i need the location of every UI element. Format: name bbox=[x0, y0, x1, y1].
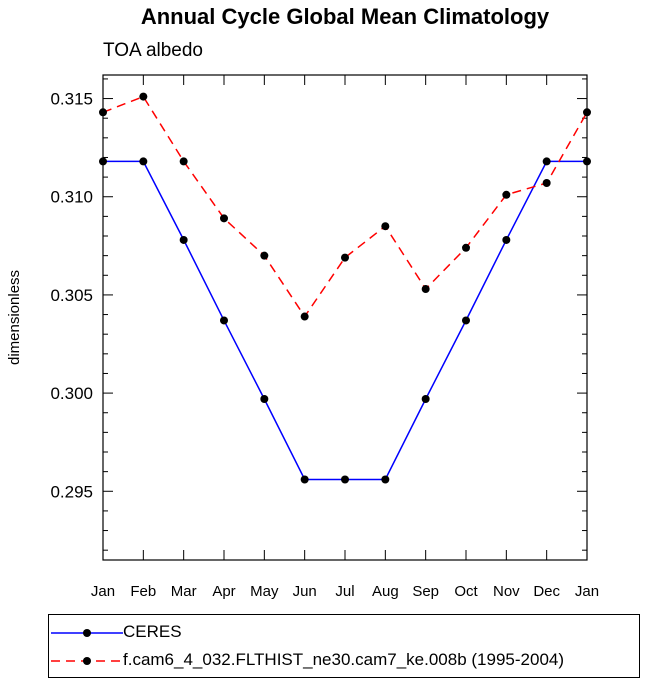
series-0-point bbox=[300, 475, 309, 484]
legend-marker-model bbox=[83, 657, 91, 665]
y-tick-label: 0.310 bbox=[50, 188, 93, 207]
x-tick-label: Nov bbox=[493, 583, 520, 600]
series-0-point bbox=[381, 475, 390, 484]
series-1-point bbox=[341, 253, 349, 262]
series-1-point bbox=[260, 251, 269, 260]
series-0-point bbox=[341, 475, 349, 484]
series-0-point bbox=[260, 394, 269, 403]
legend: CERES f.cam6_4_032.FLTHIST_ne30.cam7_ke.… bbox=[48, 614, 640, 678]
series-1-point bbox=[99, 108, 107, 117]
series-0-point bbox=[462, 316, 470, 325]
series-0-point bbox=[502, 235, 511, 244]
y-tick-label: 0.305 bbox=[50, 286, 93, 305]
series-0-point bbox=[139, 157, 148, 166]
legend-item-ceres: CERES bbox=[49, 621, 639, 645]
x-tick-label: Sep bbox=[412, 583, 439, 600]
y-tick-label: 0.300 bbox=[50, 384, 93, 403]
series-1-point bbox=[542, 178, 551, 187]
series-0-point bbox=[179, 235, 188, 244]
series-1-point bbox=[462, 243, 470, 252]
y-tick-label: 0.315 bbox=[50, 90, 93, 109]
x-tick-label: Jan bbox=[91, 583, 115, 600]
x-tick-label: Apr bbox=[212, 583, 235, 600]
chart-subtitle: TOA albedo bbox=[103, 40, 204, 61]
series-1-point bbox=[502, 190, 511, 199]
series-0-point bbox=[421, 394, 430, 403]
x-tick-label: Jan bbox=[575, 583, 599, 600]
series-line-1 bbox=[102, 95, 588, 318]
plot-frame bbox=[102, 74, 588, 561]
series-1-point bbox=[381, 222, 390, 231]
legend-label-ceres: CERES bbox=[123, 622, 182, 641]
series-0-point bbox=[99, 157, 107, 166]
x-tick-label: Aug bbox=[372, 583, 399, 600]
series-1-point bbox=[179, 157, 188, 166]
series-1-point bbox=[421, 285, 430, 294]
series-1-point bbox=[300, 312, 309, 321]
series-0-point bbox=[542, 157, 551, 166]
chart-title: Annual Cycle Global Mean Climatology bbox=[140, 4, 550, 29]
series-1-point bbox=[139, 92, 148, 101]
series-1-point bbox=[220, 214, 228, 223]
line-chart: 0.295 0.300 0.305 0.310 0.315 Jan Feb Mar Apr May… bbox=[6, 74, 599, 600]
x-tick-label: Oct bbox=[454, 583, 478, 600]
series-0-point bbox=[583, 157, 591, 166]
series-0-point bbox=[220, 316, 228, 325]
series-1-point bbox=[583, 108, 591, 117]
legend-item-model: f.cam6_4_032.FLTHIST_ne30.cam7_ke.008b (… bbox=[49, 649, 639, 673]
x-tick-label: May bbox=[250, 583, 279, 600]
legend-marker-ceres bbox=[83, 629, 91, 637]
y-axis-label: dimensionless bbox=[6, 270, 23, 365]
x-tick-label: Jul bbox=[335, 583, 354, 600]
x-tick-label: Mar bbox=[171, 583, 197, 600]
y-tick-label: 0.295 bbox=[50, 482, 93, 501]
series-line-0 bbox=[103, 160, 587, 481]
legend-label-model: f.cam6_4_032.FLTHIST_ne30.cam7_ke.008b (… bbox=[123, 650, 565, 669]
x-tick-label: Dec bbox=[533, 583, 560, 600]
x-tick-label: Jun bbox=[293, 583, 317, 600]
x-tick-label: Feb bbox=[130, 583, 156, 600]
